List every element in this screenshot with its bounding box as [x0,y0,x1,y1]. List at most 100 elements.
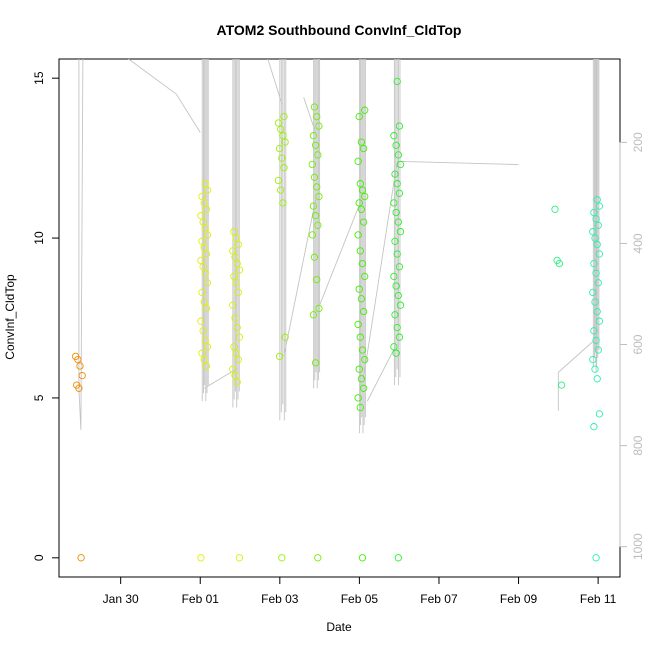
data-point [551,205,559,213]
data-point [229,301,237,309]
points-layer [71,77,604,562]
x-tick-label: Jan 30 [103,592,139,606]
data-point [359,384,368,392]
data-point [356,247,364,255]
data-point [233,323,241,332]
data-point [393,250,401,258]
data-point [311,141,320,149]
data-point [354,320,362,329]
data-point [231,314,239,322]
data-point [391,170,399,178]
data-point [361,355,369,364]
data-point [78,371,86,380]
plot-frame [58,58,621,578]
data-point [359,218,368,226]
x-tick-label: Feb 11 [580,592,617,606]
data-point [313,183,321,191]
y2-tick-label: 200 [631,132,645,152]
data-point [592,554,600,562]
data-point [390,343,398,351]
data-point [281,138,289,146]
data-point [357,138,366,146]
data-point [355,112,363,121]
data-point [315,122,323,130]
data-point [310,103,319,111]
data-point [200,244,208,252]
flight-track-line [78,58,600,434]
data-point [234,355,242,364]
data-point [230,228,238,236]
data-point [358,186,367,194]
data-point [357,375,366,383]
trace-layer [78,58,600,434]
data-point [590,259,598,268]
data-point [358,259,367,268]
data-point [232,279,240,287]
data-point [391,311,399,319]
data-point [203,343,212,351]
y2-axis: 200 400 600 800 1000 [619,132,645,560]
data-point [555,259,564,268]
data-point [313,275,321,284]
y2-tick-label: 600 [631,334,645,354]
data-point [235,554,244,562]
data-point [592,336,600,345]
data-point [233,259,241,268]
data-point [595,410,604,418]
data-point [231,371,239,380]
data-point [357,295,366,303]
data-point [202,205,211,213]
data-point [593,196,601,204]
data-point [200,355,208,364]
data-point [311,359,320,367]
data-point [201,224,209,233]
data-point [75,384,83,392]
data-point [393,323,401,332]
data-point [394,291,402,300]
x-tick-label: Feb 03 [261,592,299,606]
x-tick-label: Feb 07 [420,592,458,606]
data-point [591,365,599,373]
data-point [361,106,369,114]
data-point [198,237,206,245]
data-point [394,218,402,226]
data-point [197,317,205,325]
data-point [232,349,240,357]
x-tick-label: Feb 09 [500,592,538,606]
data-point [199,327,207,335]
data-point [392,349,400,357]
data-point [557,381,566,389]
data-point [277,186,285,194]
data-point [595,202,604,210]
data-point [357,205,366,213]
data-point [361,192,369,201]
data-point [234,288,242,297]
data-point [358,554,367,562]
data-point [199,263,207,271]
data-point [390,272,398,281]
data-point [310,173,319,181]
data-point [590,423,598,431]
data-point [590,208,598,217]
data-point [199,218,207,226]
data-point [355,365,363,373]
data-point [594,279,602,287]
data-point [589,288,597,297]
data-point [275,144,284,153]
data-point [274,176,283,185]
data-point [595,317,604,325]
data-point [354,394,362,402]
data-point [279,199,287,207]
data-point [594,346,602,354]
data-point [202,250,211,258]
data-point [594,221,602,229]
data-point [390,132,398,140]
data-point [308,231,316,239]
data-point [394,151,402,159]
data-point [229,247,237,255]
data-point [235,266,244,274]
data-point [201,269,209,277]
data-point [201,180,209,188]
data-point [197,554,205,562]
y2-tick-label: 800 [631,435,645,455]
